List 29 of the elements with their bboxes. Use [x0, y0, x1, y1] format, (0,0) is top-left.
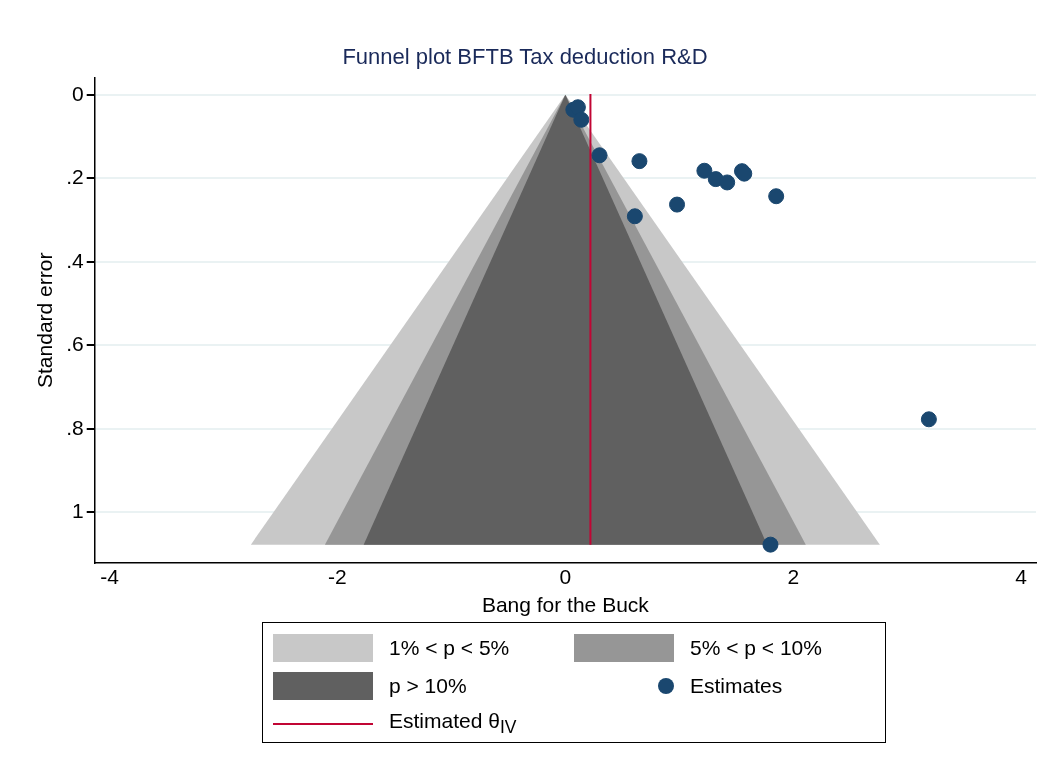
- x-tick-label: 2: [787, 565, 800, 588]
- legend-label: Estimates: [690, 674, 783, 698]
- legend-label: 5% < p < 10%: [690, 636, 822, 660]
- y-axis-title: Standard error: [33, 252, 57, 388]
- y-tick-label: .4: [66, 248, 85, 272]
- x-tick-label: -2: [328, 565, 347, 588]
- point: [573, 111, 590, 128]
- point: [631, 153, 648, 170]
- x-tick-label: -4: [100, 565, 120, 588]
- y-tick-label: .8: [66, 415, 84, 439]
- point: [719, 174, 736, 191]
- point: [768, 188, 785, 205]
- legend-label: Estimated θ$_{IV}$: [389, 709, 517, 739]
- point: [626, 208, 643, 225]
- y-tick-label: 0: [72, 81, 84, 105]
- x-axis-title: Bang for the Buck: [481, 593, 650, 617]
- y-tick-label: .2: [66, 165, 84, 189]
- legend-label: p > 10%: [389, 674, 467, 698]
- point: [762, 536, 779, 553]
- y-tick-label: .6: [66, 332, 84, 356]
- x-tick-label: 0: [559, 565, 572, 588]
- chart-title: Funnel plot BFTB Tax deduction R&D: [341, 44, 709, 70]
- x-tick-label: 4: [1015, 565, 1028, 588]
- point: [669, 196, 686, 213]
- point: [696, 162, 713, 179]
- point: [920, 411, 937, 428]
- legend-label: 1% < p < 5%: [389, 636, 510, 660]
- point: [591, 147, 608, 164]
- y-tick-label: 1: [72, 499, 84, 523]
